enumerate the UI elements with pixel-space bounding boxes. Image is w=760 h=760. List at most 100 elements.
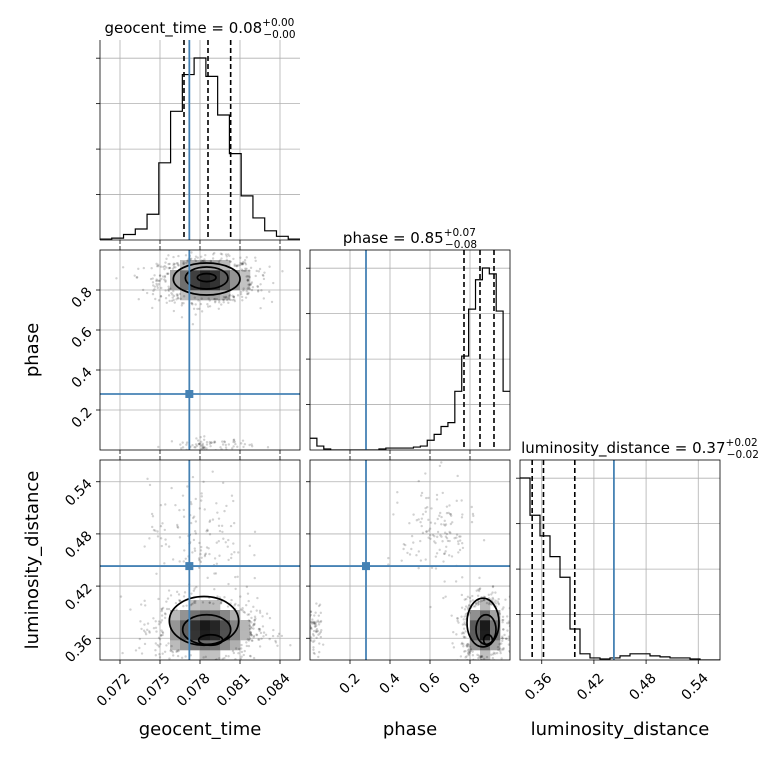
sample-point <box>190 592 193 595</box>
sample-point <box>171 558 175 561</box>
sample-point <box>460 593 464 597</box>
sample-point <box>146 628 149 632</box>
sample-point <box>433 540 436 543</box>
sample-point <box>257 289 260 292</box>
sample-point <box>158 638 162 641</box>
sample-point <box>168 287 171 290</box>
sample-point <box>226 253 230 256</box>
sample-point <box>227 443 231 446</box>
sample-point <box>461 541 464 545</box>
sample-point <box>208 533 212 536</box>
sample-point <box>507 635 510 638</box>
sample-point <box>172 289 175 293</box>
sample-point <box>464 605 468 608</box>
sample-point <box>157 279 161 283</box>
sample-point <box>507 622 510 625</box>
sample-point <box>262 631 266 634</box>
sample-point <box>249 625 253 629</box>
sample-point <box>253 622 256 625</box>
sample-point <box>213 588 216 591</box>
title-value: luminosity_distance = 0.37 <box>521 439 725 458</box>
sample-point <box>221 657 224 660</box>
sample-point <box>181 457 183 459</box>
sample-point <box>141 288 145 292</box>
sample-point <box>387 556 390 560</box>
sample-point <box>259 306 262 310</box>
sample-point <box>121 651 124 655</box>
sample-point <box>232 499 235 503</box>
sample-point <box>317 604 321 608</box>
sample-point <box>247 644 251 648</box>
sample-point <box>466 642 469 646</box>
sample-point <box>445 532 449 536</box>
sample-point <box>248 637 252 641</box>
sample-point <box>469 600 472 603</box>
sample-point <box>137 298 140 301</box>
sample-point <box>170 291 173 295</box>
sample-point <box>163 275 167 279</box>
sample-point <box>194 532 198 535</box>
sample-point <box>194 520 198 523</box>
sample-point <box>167 266 170 270</box>
scatter-plot-area <box>310 460 510 667</box>
sample-point <box>477 657 480 660</box>
sample-point <box>436 535 439 539</box>
sample-point <box>433 522 437 525</box>
sample-point <box>200 447 203 450</box>
sample-point <box>419 559 423 562</box>
sample-point <box>274 641 278 644</box>
sample-point <box>240 262 243 265</box>
sample-point <box>205 530 208 533</box>
sample-point <box>186 485 189 488</box>
sample-point <box>310 626 312 629</box>
sample-point <box>195 585 198 589</box>
sample-point <box>240 643 243 647</box>
sample-point <box>502 628 505 631</box>
y-tick-label: 0.8 <box>69 284 96 311</box>
sample-point <box>151 525 154 529</box>
sample-point <box>424 472 427 475</box>
sample-point <box>183 549 186 552</box>
sample-point <box>462 645 465 648</box>
sample-point <box>194 443 198 446</box>
density-cell <box>210 650 221 660</box>
sample-point <box>491 585 495 589</box>
sample-point <box>142 629 146 632</box>
sample-point <box>159 265 163 268</box>
sample-point <box>185 443 188 446</box>
sample-point <box>489 602 493 605</box>
sample-point <box>227 301 230 305</box>
sample-point <box>233 604 236 607</box>
sample-point <box>208 601 211 605</box>
sample-point <box>165 644 168 647</box>
sample-point <box>177 599 181 602</box>
sample-point <box>189 453 191 455</box>
sample-point <box>170 440 174 443</box>
sample-point <box>245 256 248 259</box>
sample-point <box>151 277 154 280</box>
x-tick-label: 0.072 <box>94 670 134 710</box>
truth-marker <box>185 562 194 571</box>
sample-point <box>199 302 203 306</box>
sample-point <box>241 609 244 612</box>
sample-point <box>192 602 195 605</box>
sample-point <box>240 442 243 445</box>
sample-point <box>177 649 180 653</box>
sample-point <box>466 642 470 646</box>
sample-point <box>211 257 215 260</box>
sample-point <box>316 619 320 622</box>
sample-point <box>245 290 248 293</box>
sample-point <box>202 438 206 441</box>
density-cell <box>220 280 231 291</box>
sample-point <box>192 538 196 542</box>
sample-point <box>442 560 445 563</box>
sample-point <box>167 262 170 266</box>
sample-point <box>245 644 249 648</box>
sample-point <box>505 637 508 640</box>
sample-point <box>488 665 490 667</box>
sample-point <box>421 513 425 516</box>
sample-point <box>259 283 262 286</box>
sample-point <box>236 575 239 578</box>
sample-point <box>468 596 472 600</box>
sample-point <box>452 646 456 649</box>
